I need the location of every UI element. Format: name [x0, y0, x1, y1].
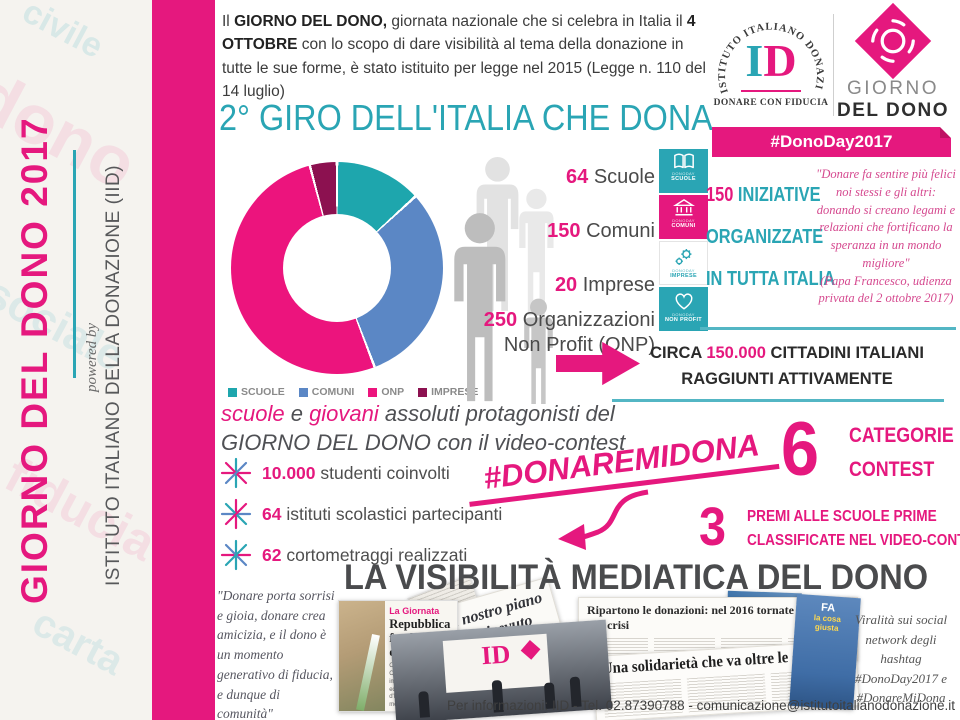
badge-tag: DONODAY	[672, 268, 695, 273]
iid-monogram: ID	[745, 35, 797, 86]
badge-tag: DONODAY	[672, 171, 695, 176]
badge-label: NON PROFIT	[665, 317, 702, 323]
logo-block: ISTITUTO ITALIANO DONAZIONE ID DONARE CO…	[712, 2, 952, 124]
count-comuni: 150 Comuni	[547, 220, 655, 242]
media-section-title: LA VISIBILITÀ MEDIATICA DEL DONO	[344, 558, 929, 597]
social-virality-note: Viralità sui social network degli hashta…	[854, 612, 948, 705]
pope-quote: "Donare fa sentire più felici noi stessi…	[816, 167, 956, 306]
contest-contest-label: CONTEST	[849, 458, 935, 481]
donut-chart	[231, 162, 443, 374]
badge-tag: DONODAY	[672, 218, 695, 223]
protagonists-line: scuole e giovani assoluti protagonisti d…	[221, 401, 626, 456]
asterisk-icon	[220, 457, 252, 489]
organization-name-vertical: ISTITUTO ITALIANO DELLA DONAZIONE (IID)	[103, 164, 124, 586]
accent-bar	[152, 0, 215, 720]
powered-by-label: powered by	[84, 322, 100, 392]
iid-logo: ISTITUTO ITALIANO DONAZIONE ID DONARE CO…	[712, 6, 830, 124]
asterisk-icon	[220, 539, 252, 571]
stat-cortometraggi: 62 cortometraggi realizzati	[262, 545, 468, 565]
legend-item: ONP	[368, 386, 404, 398]
heart-icon	[675, 293, 692, 310]
iniziative-callout: 150 INIZIATIVE ORGANIZZATE IN TUTTA ITAL…	[706, 184, 836, 290]
gdd-word-del-dono: DEL DONO	[837, 100, 949, 121]
badge-label: COMUNI	[671, 223, 696, 229]
reached-callout: CIRCA 150.000 CITTADINI ITALIANI RAGGIUN…	[650, 344, 924, 388]
divider-line	[700, 327, 956, 330]
legend-swatch	[228, 387, 237, 397]
count-imprese: 20 Imprese	[554, 274, 655, 296]
legend-swatch	[368, 387, 378, 397]
legend-item: SCUOLE	[228, 386, 285, 398]
section-heading-giro: 2° GIRO DELL'ITALIA CHE DONA	[219, 97, 713, 138]
news-photo	[339, 601, 386, 711]
person-silhouette	[418, 691, 431, 718]
divider-line	[73, 150, 76, 378]
badge-tag: DONODAY	[672, 312, 695, 317]
chart-legend: SCUOLE COMUNI ONP IMPRESE	[228, 386, 478, 398]
curved-arrow-icon	[558, 489, 649, 550]
legend-swatch	[298, 387, 308, 397]
legend-item: COMUNI	[298, 386, 354, 398]
donoday-ribbon: #DonoDay2017	[712, 127, 951, 157]
mattarella-quote: "Donare porta sorrisi e gioia, donare cr…	[217, 588, 335, 720]
badge-comuni: DONODAY COMUNI	[659, 195, 708, 239]
category-badges: DONODAY SCUOLE DONODAY COMUNI DONODAY IM…	[659, 149, 708, 333]
count-scuole: 64 Scuole	[566, 166, 655, 188]
legend-item: IMPRESE	[418, 386, 478, 398]
prizes-number-3: 3	[699, 497, 727, 557]
asterisk-icon	[220, 498, 252, 530]
contest-number-6: 6	[781, 407, 820, 492]
giorno-del-dono-logo: GIORNO DEL DONO	[837, 2, 949, 124]
gears-icon	[675, 249, 692, 265]
prizes-label-line2: CLASSIFICATE NEL VIDEO-CONTEST	[747, 532, 960, 549]
badge-non-profit: DONODAY NON PROFIT	[659, 287, 708, 331]
sidebar: dono civile sociale fiducia carta GIORNO…	[0, 0, 152, 720]
iid-arc-text: ISTITUTO ITALIANO DONAZIONE	[712, 6, 824, 95]
prizes-label-line1: PREMI ALLE SCUOLE PRIME	[747, 508, 937, 525]
poster-title-vertical: GIORNO DEL DONO 2017	[14, 116, 55, 604]
badge-scuole: DONODAY SCUOLE	[659, 149, 708, 193]
legend-swatch	[418, 387, 428, 397]
logo-divider	[833, 14, 834, 116]
iid-tagline: DONARE CON FIDUCIA	[713, 98, 829, 108]
iid-underline	[741, 90, 801, 92]
footer-contact-info: Per informazioni: IID - Tel. 02.87390788…	[447, 698, 955, 713]
book-icon	[673, 153, 694, 169]
donut-hole	[283, 214, 391, 322]
diamond-knot-icon	[854, 2, 932, 80]
intro-paragraph: Il GIORNO DEL DONO, giornata nazionale c…	[222, 13, 706, 100]
bank-icon	[672, 199, 695, 216]
divider-line	[612, 399, 944, 402]
badge-label: SCUOLE	[671, 176, 696, 182]
stat-istituti: 64 istituti scolastici partecipanti	[262, 504, 503, 524]
badge-imprese: DONODAY IMPRESE	[659, 241, 708, 285]
contest-categorie-label: CATEGORIE	[849, 424, 954, 447]
badge-label: IMPRESE	[670, 273, 697, 279]
stat-studenti: 10.000 studenti coinvolti	[262, 463, 450, 483]
news-kicker: La Giornata	[389, 606, 440, 616]
gdd-word-giorno: GIORNO	[846, 78, 940, 99]
